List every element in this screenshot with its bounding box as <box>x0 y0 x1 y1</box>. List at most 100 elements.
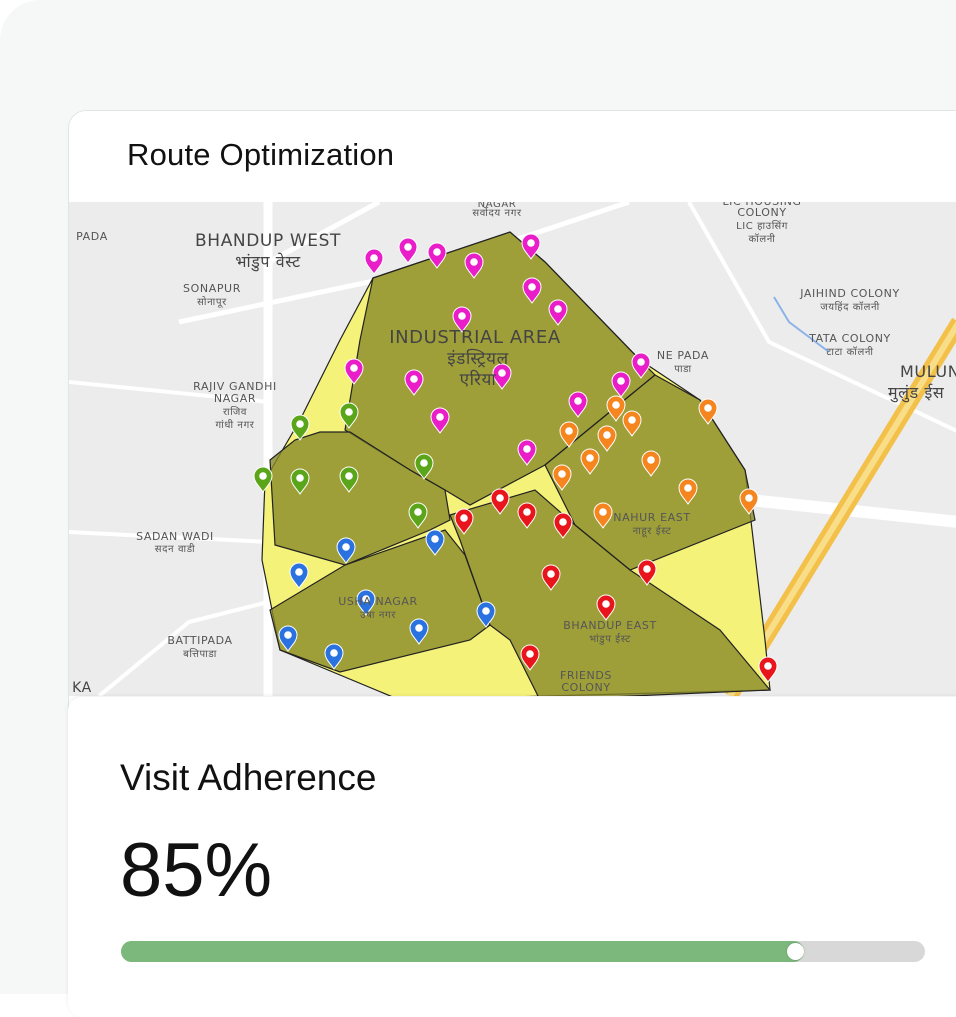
map-pin[interactable] <box>698 398 718 425</box>
card-title: Visit Adherence <box>120 757 377 798</box>
map-label: SONAPUR <box>183 282 241 295</box>
map-pin[interactable] <box>356 589 376 616</box>
map-pin[interactable] <box>452 306 472 333</box>
map-pin[interactable] <box>289 562 309 589</box>
map-pin[interactable] <box>641 450 661 477</box>
pin-dot <box>482 607 490 615</box>
pin-dot <box>350 364 358 372</box>
map-pin[interactable] <box>336 537 356 564</box>
map-pin[interactable] <box>622 410 642 437</box>
map-label: बत्तिपाडा <box>183 648 217 660</box>
map-pin[interactable] <box>398 237 418 264</box>
map-pin[interactable] <box>520 644 540 671</box>
pin-dot <box>259 472 267 480</box>
map-label: मुलुंड ईस <box>888 383 945 403</box>
map-pin[interactable] <box>593 502 613 529</box>
pin-dot <box>523 508 531 516</box>
pin-dot <box>460 514 468 522</box>
map-pin[interactable] <box>522 277 542 304</box>
pin-dot <box>470 258 478 266</box>
map-pin[interactable] <box>521 233 541 260</box>
map-pin[interactable] <box>568 391 588 418</box>
map-pin[interactable] <box>427 242 447 269</box>
map-label: NAGAR <box>214 392 256 405</box>
map-pin[interactable] <box>611 371 631 398</box>
map-label: भांडुप वेस्ट <box>235 252 301 272</box>
map-pin[interactable] <box>339 466 359 493</box>
map-pin[interactable] <box>678 478 698 505</box>
map-pin[interactable] <box>425 529 445 556</box>
pin-dot <box>370 254 378 262</box>
map-pin[interactable] <box>541 564 561 591</box>
map-pin[interactable] <box>278 625 298 652</box>
map-pin[interactable] <box>464 252 484 279</box>
pin-dot <box>559 518 567 526</box>
pin-dot <box>574 397 582 405</box>
map-pin[interactable] <box>490 488 510 515</box>
map-pin[interactable] <box>404 369 424 396</box>
map-pin[interactable] <box>631 352 651 379</box>
pin-dot <box>410 375 418 383</box>
map-pin[interactable] <box>580 448 600 475</box>
map-pin[interactable] <box>324 643 344 670</box>
pin-dot <box>284 631 292 639</box>
pin-dot <box>586 454 594 462</box>
map-pin[interactable] <box>517 502 537 529</box>
map-pin[interactable] <box>430 407 450 434</box>
map-pin[interactable] <box>596 594 616 621</box>
pin-dot <box>342 543 350 551</box>
pin-dot <box>528 283 536 291</box>
pin-dot <box>637 358 645 366</box>
pin-dot <box>617 377 625 385</box>
map-pin[interactable] <box>290 468 310 495</box>
map-pin[interactable] <box>414 453 434 480</box>
pin-dot <box>602 600 610 608</box>
map-pin[interactable] <box>492 363 512 390</box>
map-pin[interactable] <box>606 395 626 422</box>
pin-dot <box>547 570 555 578</box>
map-label: सदन वाडी <box>155 543 196 555</box>
map-label: पाडा <box>674 364 691 375</box>
adherence-card: Visit Adherence 85% <box>68 697 956 1017</box>
map-label: गांधी नगर <box>215 419 254 431</box>
map-label: PADA <box>76 230 108 243</box>
pin-dot <box>433 248 441 256</box>
map-pin[interactable] <box>290 414 310 441</box>
map-label: इंडस्ट्रियल <box>447 348 508 369</box>
pin-dot <box>496 494 504 502</box>
map-label: BATTIPADA <box>167 634 232 647</box>
map-pin[interactable] <box>339 402 359 429</box>
pin-dot <box>628 416 636 424</box>
map-label: NAGAR <box>478 202 517 210</box>
highway <box>727 321 956 696</box>
map-pin[interactable] <box>758 656 778 683</box>
map-label: एरिया <box>460 369 497 390</box>
map-label: TATA COLONY <box>808 332 891 345</box>
map-label: BHANDUP WEST <box>195 231 341 251</box>
pin-dot <box>330 649 338 657</box>
map-pin[interactable] <box>517 439 537 466</box>
map-pin[interactable] <box>637 559 657 586</box>
map-label: MULUND E <box>900 362 956 381</box>
map-pin[interactable] <box>548 299 568 326</box>
map-pin[interactable] <box>409 618 429 645</box>
pin-dot <box>764 662 772 670</box>
map-pin[interactable] <box>559 421 579 448</box>
map-pin[interactable] <box>408 502 428 529</box>
map-pin[interactable] <box>364 248 384 275</box>
map-pin[interactable] <box>454 508 474 535</box>
pin-dot <box>458 312 466 320</box>
map-pin[interactable] <box>344 358 364 385</box>
pin-dot <box>526 650 534 658</box>
map-pin[interactable] <box>597 425 617 452</box>
map-label: USHA NAGAR <box>338 595 418 608</box>
map-pin[interactable] <box>739 488 759 515</box>
pin-dot <box>684 484 692 492</box>
pin-dot <box>603 431 611 439</box>
map-pin[interactable] <box>476 601 496 628</box>
pin-dot <box>599 508 607 516</box>
map-pin[interactable] <box>253 466 273 493</box>
map-pin[interactable] <box>553 512 573 539</box>
map-pin[interactable] <box>552 464 572 491</box>
